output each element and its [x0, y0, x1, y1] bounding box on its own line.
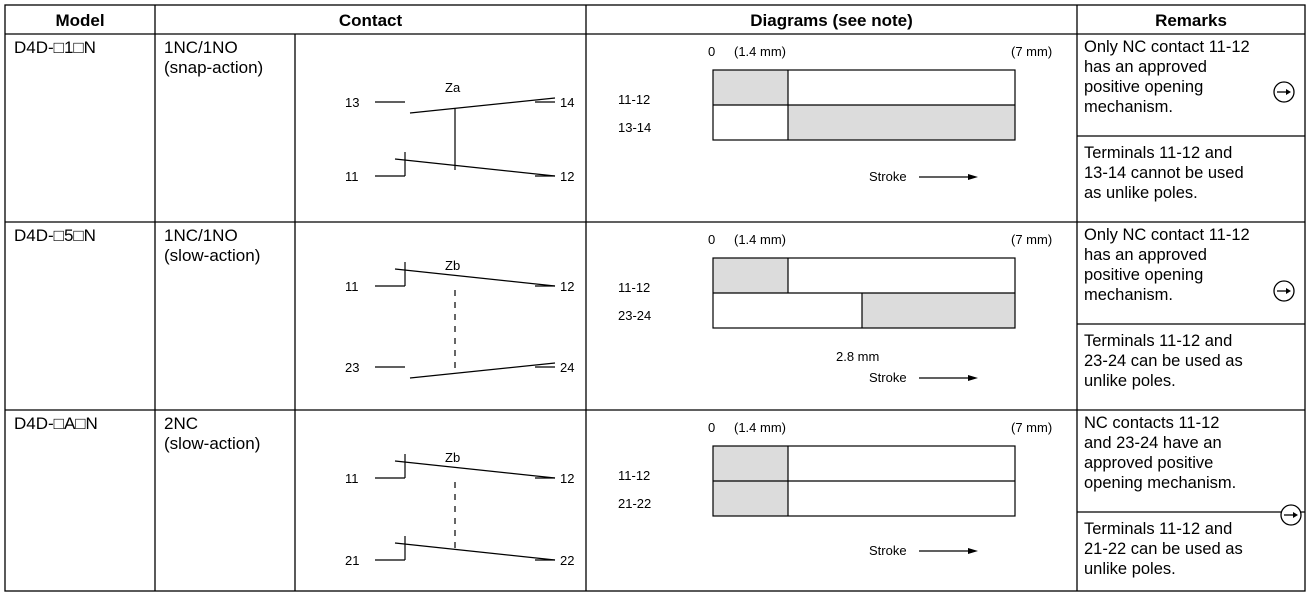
terminal-label: 12 — [560, 471, 574, 486]
remark-line: as unlike poles. — [1084, 184, 1198, 202]
header-model: Model — [55, 11, 105, 30]
contact-type: 1NC/1NO (slow-action) — [164, 226, 294, 266]
closed-zone — [862, 293, 1015, 328]
contact-circuit-diagram: 11 12 23 24 Zb — [345, 258, 574, 379]
terminal-label: 13 — [345, 95, 359, 110]
scale-end: (7 mm) — [1011, 420, 1052, 435]
terminal-label: 24 — [560, 360, 574, 375]
link-tag: Zb — [445, 450, 460, 465]
scale-start: 0 — [708, 232, 715, 247]
terminal-label: 14 — [560, 95, 574, 110]
arrow-icon — [968, 174, 978, 180]
terminal-label: 11 — [345, 169, 359, 184]
contact-action: (slow-action) — [164, 434, 261, 453]
bar-label: 21-22 — [618, 496, 651, 511]
remark-poles: Terminals 11-12 and 23-24 can be used as… — [1084, 331, 1299, 391]
header-diagrams: Diagrams (see note) — [750, 11, 913, 30]
remark-line: Only NC contact 11-12 — [1084, 226, 1250, 244]
remark-line: Terminals 11-12 and — [1084, 520, 1233, 538]
closed-zone — [788, 105, 1015, 140]
scale-start: 0 — [708, 420, 715, 435]
stroke-diagram: 0 (1.4 mm) (7 mm) 11-12 13-14 Stroke — [618, 44, 1052, 184]
contact-circuit-diagram: 13 14 11 12 Za — [345, 80, 574, 184]
terminal-label: 23 — [345, 360, 359, 375]
terminal-label: 12 — [560, 279, 574, 294]
closed-zone — [713, 446, 788, 481]
remark-line: NC contacts 11-12 — [1084, 414, 1220, 432]
bar-label: 23-24 — [618, 308, 651, 323]
remark-line: unlike poles. — [1084, 372, 1176, 390]
terminal-label: 21 — [345, 553, 359, 568]
arrow-icon — [968, 375, 978, 381]
scale-start: 0 — [708, 44, 715, 59]
remark-line: opening mechanism. — [1084, 474, 1237, 492]
link-tag: Zb — [445, 258, 460, 273]
terminal-label: 11 — [345, 471, 359, 486]
contact-count: 1NC/1NO — [164, 226, 238, 245]
contact-action: (slow-action) — [164, 246, 261, 265]
scale-mid: (1.4 mm) — [734, 44, 786, 59]
remark-line: approved positive — [1084, 454, 1214, 472]
terminal-label: 22 — [560, 553, 574, 568]
remark-line: positive opening — [1084, 266, 1204, 284]
remark-approval: Only NC contact 11-12 has an approved po… — [1084, 37, 1299, 117]
bar-label: 11-12 — [618, 468, 650, 483]
scale-end: (7 mm) — [1011, 232, 1052, 247]
positive-opening-mark-icon — [1280, 504, 1302, 526]
model-cell: D4D-□1□N — [14, 38, 96, 57]
positive-opening-mark-icon — [1273, 81, 1295, 103]
header-remarks: Remarks — [1155, 11, 1227, 30]
remark-line: Terminals 11-12 and — [1084, 332, 1233, 350]
remark-approval: NC contacts 11-12 and 23-24 have an appr… — [1084, 413, 1299, 493]
scale-mid: (1.4 mm) — [734, 232, 786, 247]
closed-zone — [713, 70, 788, 105]
stroke-label: Stroke — [869, 370, 907, 385]
scale-end: (7 mm) — [1011, 44, 1052, 59]
closed-zone — [713, 481, 788, 516]
contact-type: 2NC (slow-action) — [164, 414, 294, 454]
remark-line: 23-24 can be used as — [1084, 352, 1243, 370]
contact-action: (snap-action) — [164, 58, 264, 77]
remark-line: 21-22 can be used as — [1084, 540, 1243, 558]
closed-zone — [713, 258, 788, 293]
remark-line: has an approved — [1084, 58, 1207, 76]
model-cell: D4D-□5□N — [14, 226, 96, 245]
bar-label: 11-12 — [618, 280, 650, 295]
remark-poles: Terminals 11-12 and 21-22 can be used as… — [1084, 519, 1299, 579]
remark-line: mechanism. — [1084, 98, 1173, 116]
remark-approval: Only NC contact 11-12 has an approved po… — [1084, 225, 1299, 305]
remark-line: has an approved — [1084, 246, 1207, 264]
terminal-label: 12 — [560, 169, 574, 184]
remark-line: mechanism. — [1084, 286, 1173, 304]
model-cell: D4D-□A□N — [14, 414, 98, 433]
remark-line: Terminals 11-12 and — [1084, 144, 1233, 162]
stroke-label: Stroke — [869, 543, 907, 558]
remark-line: unlike poles. — [1084, 560, 1176, 578]
remark-line: 13-14 cannot be used — [1084, 164, 1244, 182]
remark-line: positive opening — [1084, 78, 1204, 96]
stroke-label: Stroke — [869, 169, 907, 184]
bar-label: 11-12 — [618, 92, 650, 107]
contact-count: 1NC/1NO — [164, 38, 238, 57]
scale-mid: (1.4 mm) — [734, 420, 786, 435]
bar-label: 13-14 — [618, 120, 651, 135]
positive-opening-mark-icon — [1273, 280, 1295, 302]
header-contact: Contact — [338, 11, 403, 30]
contact-count: 2NC — [164, 414, 199, 433]
remark-poles: Terminals 11-12 and 13-14 cannot be used… — [1084, 143, 1299, 203]
dimension-note: 2.8 mm — [836, 349, 879, 364]
terminal-label: 11 — [345, 279, 359, 294]
link-tag: Za — [445, 80, 461, 95]
arrow-icon — [968, 548, 978, 554]
contact-type: 1NC/1NO (snap-action) — [164, 38, 294, 78]
table-grid — [4, 4, 1306, 592]
remark-line: Only NC contact 11-12 — [1084, 38, 1250, 56]
stroke-diagram: 0 (1.4 mm) (7 mm) 11-12 21-22 Stroke — [618, 420, 1052, 558]
stroke-diagram: 0 (1.4 mm) (7 mm) 11-12 23-24 2.8 mm Str… — [618, 232, 1052, 385]
contact-circuit-diagram: 11 12 21 22 Zb — [345, 450, 574, 568]
remark-line: and 23-24 have an — [1084, 434, 1222, 452]
